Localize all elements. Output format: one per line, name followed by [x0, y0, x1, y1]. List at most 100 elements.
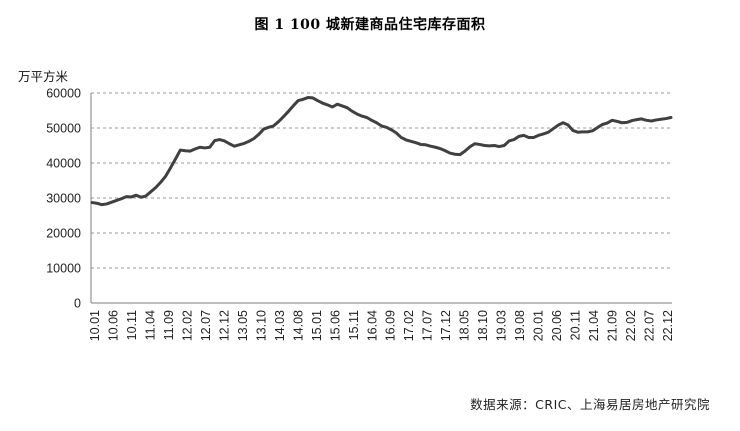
data-point	[385, 126, 388, 128]
x-tick-label: 19.03	[495, 310, 509, 341]
x-tick-label: 21.09	[606, 310, 620, 341]
chart-title: 图 1 100 城新建商品住宅库存面积	[254, 17, 486, 33]
y-tick-label: 60000	[46, 87, 81, 101]
data-point	[336, 103, 338, 105]
data-point	[125, 196, 127, 198]
series-line	[90, 96, 673, 207]
data-point	[513, 138, 515, 141]
data-point	[552, 128, 554, 130]
data-point	[533, 136, 535, 139]
data-point	[184, 150, 186, 152]
data-point	[469, 146, 471, 148]
data-point	[145, 195, 147, 197]
x-tick-label: 22.12	[661, 310, 675, 341]
data-point	[375, 122, 378, 124]
x-tick-label: 16.09	[384, 310, 398, 341]
data-point	[577, 131, 579, 133]
data-point	[169, 167, 172, 169]
data-point	[268, 126, 270, 128]
data-point	[616, 120, 618, 122]
data-point	[591, 130, 594, 132]
data-point	[493, 144, 495, 147]
data-point	[140, 196, 142, 198]
x-tick-label: 20.01	[532, 310, 546, 341]
data-point	[263, 128, 265, 130]
y-tick-label: 10000	[46, 262, 81, 276]
x-tick-label: 15.01	[310, 310, 324, 341]
data-point	[307, 96, 309, 99]
x-tick-label: 17.07	[421, 310, 435, 341]
data-point	[209, 146, 211, 148]
data-point	[356, 113, 358, 115]
data-point	[326, 104, 329, 106]
data-point	[346, 107, 348, 109]
data-point	[214, 140, 216, 142]
data-point	[155, 186, 157, 189]
data-point	[292, 105, 294, 107]
x-tick-label: 14.03	[273, 310, 287, 341]
data-point	[537, 134, 540, 136]
data-point	[488, 145, 491, 147]
x-tick-label: 20.11	[569, 310, 583, 340]
data-point	[601, 123, 603, 126]
data-point	[223, 140, 226, 142]
y-axis-ticks: 0 10000 20000 30000 40000 50000 60000	[46, 87, 81, 311]
data-point	[454, 153, 456, 155]
data-point	[111, 201, 113, 203]
data-point	[542, 133, 545, 135]
data-point	[439, 148, 441, 150]
data-point	[218, 138, 221, 141]
data-point	[483, 144, 486, 147]
x-tick-label: 21.04	[587, 310, 601, 341]
x-tick-label: 15.11	[347, 310, 361, 340]
x-tick-label: 18.05	[458, 310, 472, 341]
data-point	[253, 137, 255, 140]
data-point	[567, 124, 569, 126]
data-point	[341, 105, 343, 107]
x-tick-label: 19.08	[513, 310, 527, 341]
data-point	[611, 119, 613, 121]
data-point	[351, 110, 353, 112]
data-point	[390, 129, 392, 131]
x-tick-label: 13.05	[236, 310, 250, 341]
y-tick-label: 20000	[46, 227, 81, 241]
data-point	[400, 136, 402, 139]
gridlines	[91, 92, 672, 269]
data-point	[631, 120, 633, 122]
data-point	[361, 115, 363, 117]
source-note: 数据来源：CRIC、上海易居房地产研究院	[470, 397, 710, 412]
data-point	[272, 125, 275, 127]
data-point	[312, 97, 314, 99]
data-point	[444, 150, 446, 152]
data-point	[572, 129, 574, 132]
data-point	[101, 204, 103, 206]
data-point	[459, 154, 461, 156]
data-point	[626, 121, 628, 123]
data-point	[474, 143, 476, 145]
data-point	[174, 158, 177, 160]
x-tick-label: 10.01	[88, 310, 102, 341]
data-point	[410, 140, 412, 142]
data-point	[498, 145, 500, 148]
data-point	[189, 150, 191, 152]
data-point	[238, 144, 240, 146]
data-point	[562, 122, 564, 124]
data-point	[650, 120, 652, 122]
y-tick-label: 50000	[46, 122, 81, 136]
data-point	[302, 98, 304, 100]
data-point	[547, 131, 549, 133]
y-axis-label: 万平方米	[18, 69, 69, 84]
axes	[90, 93, 672, 304]
x-tick-label: 16.04	[365, 310, 379, 341]
x-tick-label: 20.06	[550, 310, 564, 341]
data-point	[248, 140, 250, 142]
x-tick-label: 13.10	[254, 310, 268, 341]
x-tick-label: 18.10	[476, 310, 490, 341]
data-point	[165, 175, 167, 177]
x-tick-label: 12.07	[199, 310, 213, 341]
data-point	[135, 194, 137, 196]
data-point	[449, 152, 451, 154]
data-point	[380, 125, 383, 127]
x-tick-label: 12.02	[180, 310, 194, 341]
data-point	[282, 116, 284, 118]
